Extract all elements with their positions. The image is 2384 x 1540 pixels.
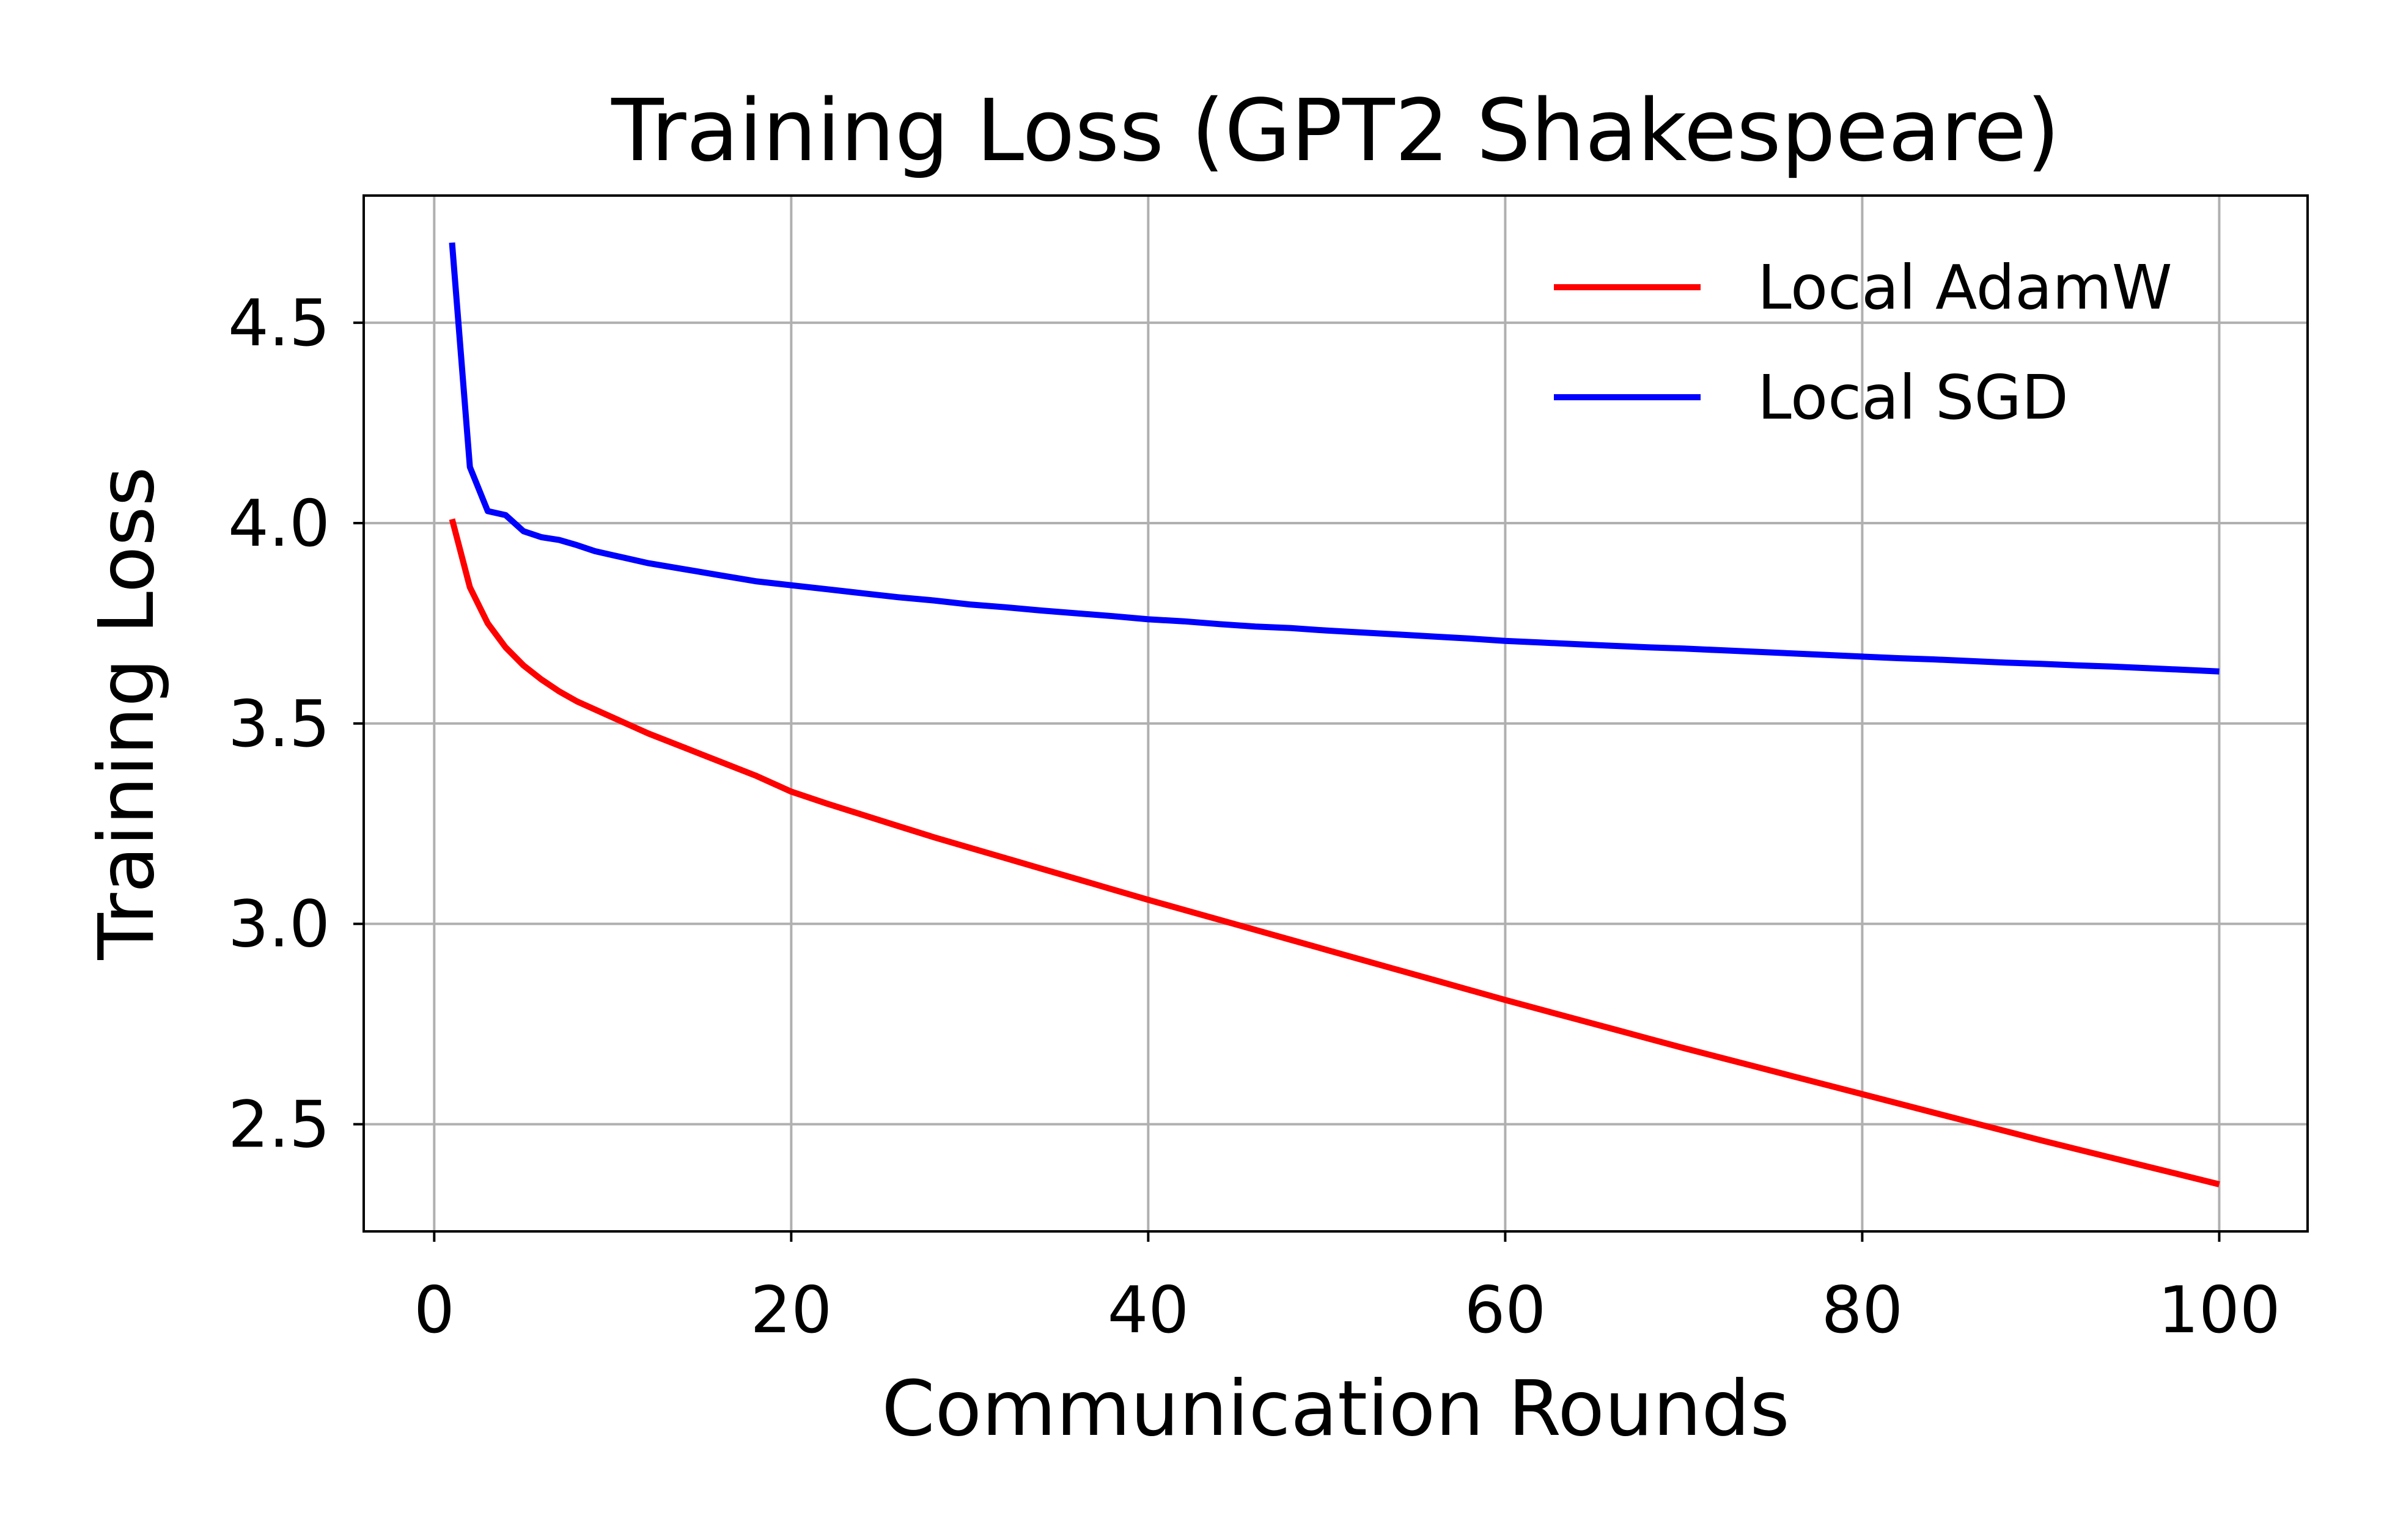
y-axis-label: Training Loss: [83, 466, 171, 960]
x-tick-label: 20: [751, 1273, 833, 1348]
legend-label: Local AdamW: [1757, 252, 2172, 323]
y-tick-label: 4.5: [228, 286, 330, 361]
x-axis-label: Communication Rounds: [881, 1365, 1790, 1453]
plot-frame: [362, 194, 2309, 1233]
chart-title: Training Loss (GPT2 Shakespeare): [611, 81, 2060, 181]
x-tick-label: 60: [1465, 1273, 1547, 1348]
y-tick-label: 2.5: [228, 1088, 330, 1162]
series-line-local-sgd: [449, 242, 2220, 675]
x-tick-label: 40: [1108, 1273, 1190, 1348]
grid: [364, 196, 2308, 1231]
y-tick-label: 3.5: [228, 687, 330, 761]
x-tick-label: 0: [414, 1273, 455, 1348]
legend-label: Local SGD: [1757, 362, 2069, 433]
legend: Local AdamW Local SGD: [1554, 252, 2172, 433]
x-tick-label: 80: [1822, 1273, 1904, 1348]
x-tick-label: 100: [2158, 1273, 2280, 1348]
series-line-local-adamw: [449, 518, 2220, 1187]
y-tick-label: 4.0: [228, 486, 330, 561]
series-lines: [449, 242, 2220, 1187]
ticks: 0 20 40 60 80 100 2.5 3.0 3.5 4.0 4.5: [228, 286, 2281, 1348]
y-tick-label: 3.0: [228, 887, 330, 962]
